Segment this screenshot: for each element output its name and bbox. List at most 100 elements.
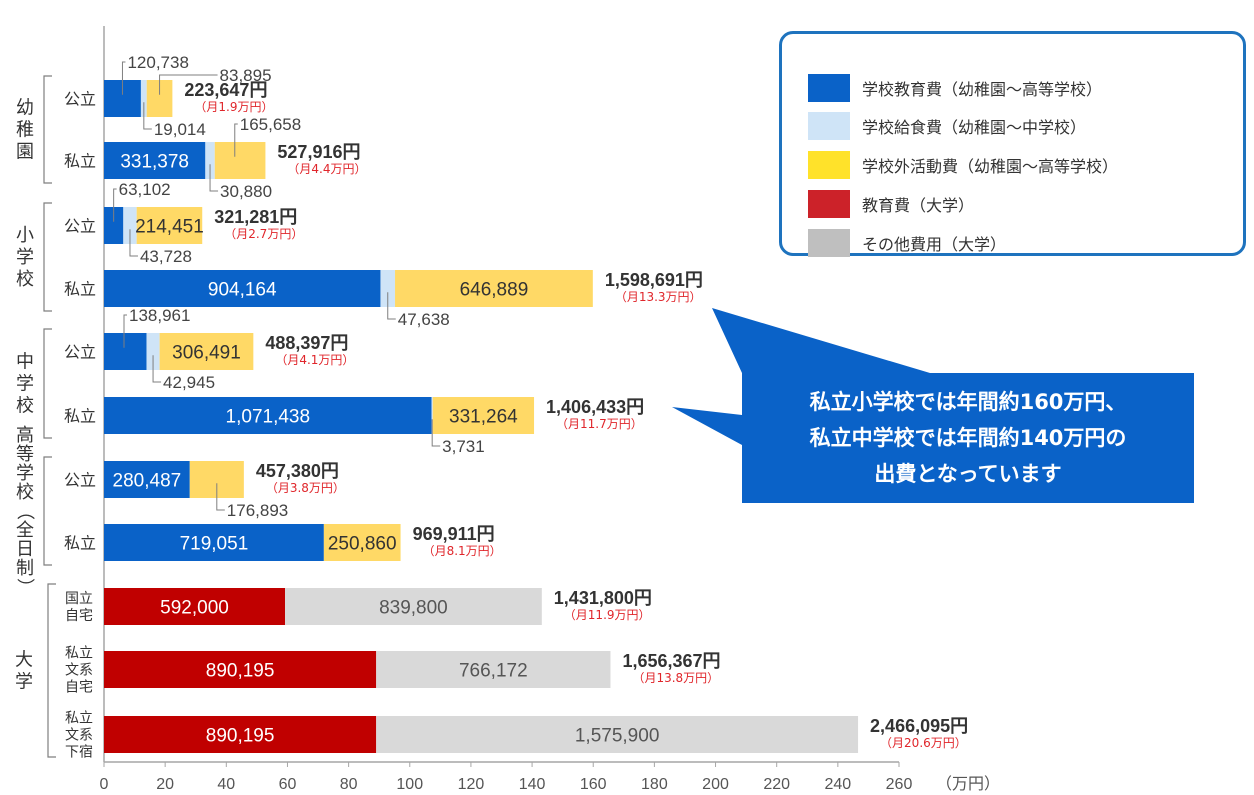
x-tick-label: 0 <box>100 776 109 793</box>
x-tick-label: 260 <box>886 776 913 793</box>
segment-label: 63,102 <box>119 180 171 199</box>
bar-segment <box>104 461 190 498</box>
bar-segment <box>104 651 377 688</box>
callout-pointer-upper <box>712 308 930 373</box>
segment-label: 719,051 <box>180 534 249 555</box>
segment-label: 331,378 <box>120 152 189 173</box>
segment-label: 43,728 <box>140 247 192 266</box>
group-label-char: 学 <box>16 374 34 395</box>
row-monthly-label: （月2.7万円） <box>224 227 303 241</box>
axes: 0 20 40 60 80 100 120 140 160 180 200 220 240 260 （万円）… <box>14 26 1000 793</box>
x-tick-label: 160 <box>580 776 607 793</box>
segment-leader <box>143 102 152 130</box>
group-bracket <box>47 583 56 758</box>
row-label: 下宿 <box>65 744 93 761</box>
group-label-char: 高 <box>16 425 34 446</box>
segment-leader <box>216 483 225 511</box>
row-monthly-label: （月8.1万円） <box>423 544 502 558</box>
row-label: 私立 <box>65 646 93 662</box>
group-label-char: 日 <box>16 539 34 560</box>
segment-leader <box>209 164 219 192</box>
x-tick-label: 20 <box>156 776 174 793</box>
segment-label: 1,071,438 <box>226 407 311 428</box>
legend-item-university-other: その他費用（大学） <box>808 228 1006 258</box>
row-monthly-label: （月4.4万円） <box>287 162 366 176</box>
group-label-char: 全 <box>16 520 34 541</box>
segment-label: 839,800 <box>379 598 448 619</box>
group-label-char: 校 <box>16 269 34 290</box>
callout-line: 私立小学校では年間約160万円、 <box>809 390 1127 414</box>
segment-label: 331,264 <box>449 407 518 428</box>
segment-label: 19,014 <box>154 120 206 139</box>
row-label: 私立 <box>65 711 93 727</box>
row-label: 国立 <box>65 591 93 607</box>
callout-shape <box>672 308 1194 503</box>
segment-leader <box>152 355 162 383</box>
group-label-char: 大 <box>15 650 33 671</box>
group-label-char: 稚 <box>16 120 34 141</box>
row-total-label: 1,431,800円 <box>554 588 652 608</box>
labels: 公立私立公立私立公立私立公立私立国立自宅私立文系自宅私立文系下宿120,7381… <box>64 53 968 761</box>
bar-segment <box>376 651 611 688</box>
row-monthly-label: （月11.7万円） <box>556 417 643 431</box>
group-bracket <box>43 456 52 566</box>
row-total-label: 2,466,095円 <box>870 716 968 736</box>
bar-segment <box>140 80 147 117</box>
segment-label: 83,895 <box>220 66 272 85</box>
bars <box>104 80 859 753</box>
bar-segment <box>395 270 593 307</box>
legend-swatch <box>808 151 850 179</box>
group-label-char: 校 <box>16 482 34 503</box>
segment-label: 250,860 <box>328 534 397 555</box>
x-tick-label: 200 <box>702 776 729 793</box>
group-label-char: 学 <box>15 672 33 693</box>
group-label-char: 中 <box>16 352 34 373</box>
row-total-label: 1,656,367円 <box>622 651 720 671</box>
x-tick-label: 240 <box>824 776 851 793</box>
segment-label: 165,658 <box>240 115 301 134</box>
legend-swatch <box>808 74 850 102</box>
segment-label: 904,164 <box>208 280 277 301</box>
legend: 学校教育費（幼稚園～高等学校） 学校給食費（幼稚園～中学校） 学校外活動費（幼稚… <box>779 31 1246 258</box>
legend-label: 学校外活動費（幼稚園～高等学校） <box>862 157 1119 176</box>
bar-segment <box>376 716 859 753</box>
row-total-label: 223,647円 <box>184 80 267 100</box>
bar-segment <box>432 397 535 434</box>
bar-segment <box>104 397 432 434</box>
group-label-char: （ <box>14 502 35 520</box>
x-tick-label: 140 <box>519 776 546 793</box>
callout-box <box>742 373 1194 503</box>
bar-segment <box>431 397 433 434</box>
segment-leader <box>387 292 396 320</box>
segment-label: 3,731 <box>442 437 485 456</box>
legend-label: 学校教育費（幼稚園～高等学校） <box>862 80 1103 99</box>
row-monthly-label: （月11.9万円） <box>564 608 651 622</box>
legend-label: 教育費（大学） <box>862 196 975 215</box>
group-bracket <box>43 202 52 312</box>
row-label: 私立 <box>64 152 96 171</box>
segment-label: 42,945 <box>163 373 215 392</box>
bar-segment <box>380 270 396 307</box>
row-monthly-label: （月13.3万円） <box>615 290 702 304</box>
row-total-label: 1,406,433円 <box>546 397 644 417</box>
segment-leader <box>159 74 218 95</box>
bar-segment <box>104 588 286 625</box>
legend-swatch <box>808 229 850 257</box>
legend-item-school-education: 学校教育費（幼稚園～高等学校） <box>808 73 1102 103</box>
bar-segment <box>123 207 137 244</box>
bar-segment <box>104 524 324 561</box>
bar-segment <box>136 207 203 244</box>
x-tick-label: 40 <box>217 776 235 793</box>
bar-segment <box>159 333 254 370</box>
legend-swatch <box>808 112 850 140</box>
segment-label: 280,487 <box>113 471 182 492</box>
row-monthly-label: （月4.1万円） <box>275 353 354 367</box>
row-monthly-label: （月20.6万円） <box>880 736 967 750</box>
group-label-char: 学 <box>16 247 34 268</box>
legend-item-extracurricular: 学校外活動費（幼稚園～高等学校） <box>808 150 1118 180</box>
segment-leader <box>121 61 126 95</box>
row-total-label: 321,281円 <box>214 207 297 227</box>
segment-leader <box>123 314 127 348</box>
legend-label: 学校給食費（幼稚園～中学校） <box>862 118 1087 137</box>
